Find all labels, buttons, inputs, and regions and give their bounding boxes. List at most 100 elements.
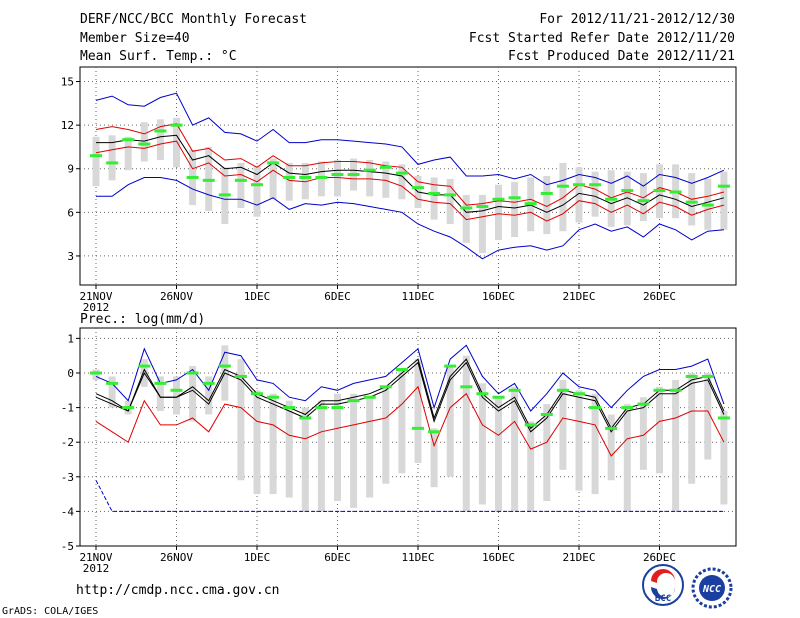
temp-ytick-label: 9 — [67, 163, 74, 176]
prec-member-box — [301, 407, 309, 512]
temp-member-box — [462, 194, 470, 243]
temp-member-box — [173, 117, 180, 168]
prec-xtick-label: 6DEC — [324, 551, 351, 564]
temp-series-ensemble-mean — [96, 134, 725, 213]
prec-panel-title: Prec.: log(mm/d) — [80, 312, 205, 327]
prec-member-box — [672, 379, 680, 512]
prec-member-box — [559, 379, 567, 470]
temp-frame — [79, 66, 737, 286]
temp-member-box — [559, 162, 567, 232]
temp-member-box — [382, 161, 390, 198]
prec-member-box — [350, 393, 358, 508]
prec-member-box — [639, 397, 647, 470]
temp-ytick-label: 3 — [67, 250, 74, 263]
temp-member-box — [398, 164, 406, 200]
prec-series-max — [95, 344, 725, 412]
temp-panel-title: Mean Surf. Temp.: °C — [80, 49, 237, 64]
prec-member-box — [607, 414, 615, 481]
temp-member-box — [124, 136, 132, 171]
prec-member-box — [156, 376, 164, 412]
prec-series-mean-minus — [95, 385, 725, 457]
temp-member-box — [92, 136, 100, 187]
prec-xtick-label: 26DEC — [643, 551, 676, 564]
temp-member-box — [334, 160, 341, 197]
ncc-logo: NCC — [691, 567, 733, 609]
prec-member-box — [237, 359, 245, 481]
footer: http://cmdp.ncc.cma.gov.cn GrADS: COLA/I… — [2, 583, 280, 617]
prec-member-box — [478, 383, 486, 505]
prec-xtick-label: 11DEC — [401, 551, 434, 564]
prec-member-box — [108, 376, 116, 408]
prec-member-box — [720, 411, 728, 505]
prec-member-box — [189, 366, 197, 422]
temp-member-box — [237, 162, 245, 208]
prec-ytick-label: 1 — [67, 332, 74, 345]
temp-member-box — [478, 194, 486, 254]
prec-member-box — [92, 369, 100, 380]
prec-ytick-label: -5 — [61, 540, 74, 553]
prec-member-box — [398, 369, 406, 474]
prec-series-min — [95, 480, 724, 512]
temp-member-box — [253, 165, 261, 217]
prec-member-box — [334, 393, 341, 502]
prec-ytick-label: -4 — [61, 505, 75, 518]
bcc-logo-swirl-blue — [651, 587, 676, 599]
temp-ytick-label: 15 — [61, 76, 74, 89]
prec-member-box — [591, 393, 599, 495]
temp-xtick-sublabel: 2012 — [83, 301, 110, 314]
prec-member-box — [446, 366, 454, 477]
prec-member-box — [623, 404, 631, 512]
prec-member-box — [575, 390, 583, 491]
temp-ytick-label: 12 — [61, 119, 74, 132]
prec-series-mean-plus — [95, 358, 725, 430]
prec-member-box — [366, 397, 374, 498]
prec-member-box — [285, 400, 293, 498]
temp-xtick-label: 11DEC — [401, 290, 434, 303]
temp-xtick-label: 21DEC — [562, 290, 595, 303]
prec-xtick-label: 21DEC — [562, 551, 595, 564]
temp-xtick-label: 26DEC — [643, 290, 676, 303]
prec-xtick-sublabel: 2012 — [83, 562, 110, 575]
header-produced: Fcst Produced Date 2012/11/21 — [508, 49, 735, 64]
prec-member-box — [462, 355, 470, 512]
temp-xtick-label: 16DEC — [482, 290, 515, 303]
temp-series-mean-plus — [95, 123, 725, 208]
prec-member-box — [317, 400, 325, 512]
temp-member-box — [495, 184, 502, 240]
temp-member-box — [366, 160, 374, 197]
bcc-logo: BCC — [642, 564, 684, 606]
temp-xtick-label: 21NOV — [79, 290, 112, 303]
prec-ytick-label: -3 — [61, 471, 74, 484]
ncc-logo-label: NCC — [702, 584, 721, 595]
temp-series-min — [96, 177, 724, 260]
temp-member-box — [639, 173, 647, 222]
prec-series-ensemble-mean — [95, 361, 725, 433]
prec-member-box — [704, 372, 712, 460]
temp-xtick-label: 26NOV — [160, 290, 193, 303]
prec-member-box — [269, 393, 277, 495]
prec-xtick-label: 16DEC — [482, 551, 515, 564]
footer-url: http://cmdp.ncc.cma.gov.cn — [76, 583, 280, 598]
temp-xtick-label: 1DEC — [244, 290, 271, 303]
prec-member-box — [382, 386, 390, 484]
temp-member-box — [285, 162, 293, 201]
prec-member-box — [527, 421, 535, 512]
temp-member-box — [543, 176, 551, 235]
temp-member-box — [156, 119, 164, 161]
prec-xtick-label: 21NOV — [79, 551, 112, 564]
bcc-logo-swirl-red — [651, 569, 675, 583]
prec-member-box — [205, 376, 213, 415]
temp-xtick-label: 6DEC — [324, 290, 351, 303]
prec-member-box — [511, 386, 519, 512]
prec-member-box — [253, 390, 261, 495]
temp-member-box — [301, 162, 309, 200]
header-range: For 2012/11/21-2012/12/30 — [539, 12, 735, 27]
temp-series-mean-minus — [95, 140, 725, 222]
prec-ytick-label: -2 — [61, 436, 74, 449]
prec-member-box — [543, 404, 551, 502]
prec-ytick-label: 0 — [67, 367, 74, 380]
temp-member-box — [591, 171, 599, 217]
